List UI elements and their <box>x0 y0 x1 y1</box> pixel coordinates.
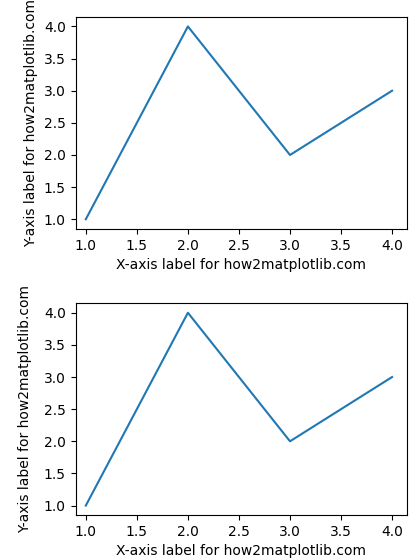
X-axis label: X-axis label for how2matplotlib.com: X-axis label for how2matplotlib.com <box>116 544 367 558</box>
Y-axis label: Y-axis label for how2matplotlib.com: Y-axis label for how2matplotlib.com <box>24 0 38 247</box>
X-axis label: X-axis label for how2matplotlib.com: X-axis label for how2matplotlib.com <box>116 258 367 272</box>
Y-axis label: Y-axis label for how2matplotlib.com: Y-axis label for how2matplotlib.com <box>18 285 32 533</box>
